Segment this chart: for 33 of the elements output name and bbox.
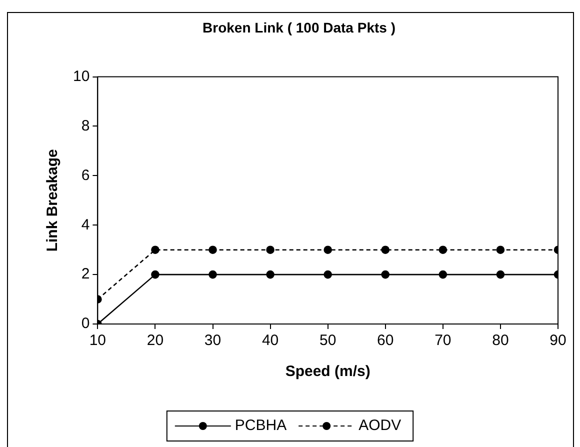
point (381, 246, 390, 254)
point (208, 270, 217, 279)
point (208, 246, 217, 254)
y-tick-label: 2 (81, 266, 90, 283)
legend-label: PCBHA (234, 417, 287, 434)
point (496, 270, 505, 279)
point (151, 270, 160, 279)
x-tick-label: 50 (320, 332, 336, 350)
x-tick-label: 80 (492, 332, 509, 350)
x-tick-label: 40 (262, 332, 279, 350)
x-tick-label: 60 (377, 332, 394, 350)
legend-label: AODV (358, 417, 402, 434)
y-tick-label: 0 (81, 315, 90, 332)
point (496, 246, 505, 254)
y-tick-label: 6 (81, 166, 90, 184)
point (381, 270, 390, 279)
point (438, 270, 448, 279)
x-tick-label: 20 (146, 332, 164, 350)
point (438, 246, 448, 254)
y-tick-label: 4 (81, 216, 90, 234)
point (151, 246, 160, 254)
x-tick-label: 90 (550, 332, 566, 350)
point (266, 246, 274, 254)
x-axis-title: Speed (m/s) (285, 363, 370, 380)
chart-title: Broken Link ( 100 Data Pkts ) (202, 19, 396, 36)
x-tick-label: 70 (434, 332, 452, 350)
point (324, 246, 332, 254)
x-tick-label: 30 (204, 332, 222, 350)
y-tick-label: 8 (81, 117, 90, 134)
point (324, 270, 332, 279)
point (266, 270, 274, 279)
y-axis-title: Link Breakage (44, 149, 62, 252)
y-tick-label: 10 (72, 68, 90, 85)
